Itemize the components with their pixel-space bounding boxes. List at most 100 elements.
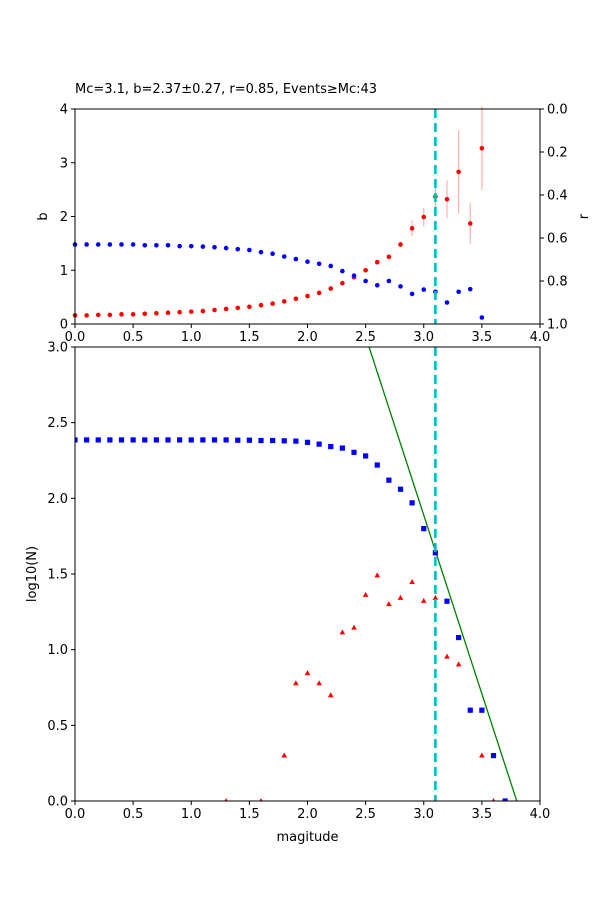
noncumulative-count-point xyxy=(259,798,263,801)
cumulative-count-point xyxy=(339,445,345,451)
r-value-point xyxy=(84,242,89,247)
b-value-point xyxy=(386,254,392,260)
cumulative-count-point xyxy=(211,437,218,443)
r-value-point xyxy=(479,315,485,320)
noncumulative-count-point xyxy=(374,572,381,578)
top-x-tick-label: 1.5 xyxy=(239,330,260,345)
b-value-point xyxy=(154,310,159,316)
cumulative-count-point xyxy=(467,707,473,713)
cumulative-count-point xyxy=(142,437,148,443)
top-left-y-tick-label: 4 xyxy=(60,103,68,118)
noncumulative-count-point xyxy=(432,594,439,600)
cumulative-count-point xyxy=(165,437,171,443)
b-value-point xyxy=(95,312,101,318)
cumulative-count-point xyxy=(374,462,380,468)
b-value-point xyxy=(305,293,310,299)
cumulative-count-point xyxy=(490,753,497,759)
top-right-ylabel: r xyxy=(577,213,592,219)
top-x-tick-label: 2.0 xyxy=(297,330,318,345)
noncumulative-count-point xyxy=(397,594,404,600)
r-value-point xyxy=(188,243,194,249)
b-value-point xyxy=(119,312,124,317)
cumulative-count-point xyxy=(444,598,450,604)
cumulative-count-point xyxy=(502,798,508,801)
b-value-point xyxy=(398,242,403,247)
r-value-point xyxy=(177,243,182,249)
cumulative-count-point xyxy=(258,437,264,444)
cumulative-count-point xyxy=(95,437,101,443)
b-value-point xyxy=(177,309,182,315)
cumulative-count-point xyxy=(456,634,462,641)
cumulative-count-point xyxy=(246,437,252,443)
b-value-point xyxy=(270,301,275,306)
top-axes: 0.0 0.5 1.0 1.5 2.0 2.5 3.0 3.5 4.0 0 1 2 3 4 0.0 0.2 0.… xyxy=(60,103,568,346)
cumulative-count-point xyxy=(363,453,369,459)
b-value-point xyxy=(130,312,136,317)
cumulative-count-point xyxy=(432,550,438,556)
r-value-point xyxy=(95,242,101,247)
noncumulative-count-point xyxy=(455,661,462,667)
cumulative-count-point xyxy=(386,477,392,483)
r-value-point xyxy=(456,289,461,295)
b-value-point xyxy=(444,197,450,202)
bottom-x-tick-label: 0.0 xyxy=(65,807,86,822)
b-value-point xyxy=(456,169,461,175)
r-value-point xyxy=(363,278,368,284)
b-value-point xyxy=(340,280,345,286)
noncumulative-count-point xyxy=(351,624,357,630)
noncumulative-count-point xyxy=(386,601,392,607)
r-value-point xyxy=(247,247,252,253)
b-value-point xyxy=(281,299,287,304)
bottom-y-tick-label: 2.5 xyxy=(47,416,68,431)
r-value-point xyxy=(467,286,473,292)
bottom-y-tick-label: 3.0 xyxy=(47,341,68,356)
bottom-x-tick-label: 2.5 xyxy=(355,807,376,822)
b-value-point xyxy=(316,290,322,296)
noncumulative-count-point xyxy=(409,579,415,585)
r-value-point xyxy=(305,259,310,264)
r-value-point xyxy=(374,283,380,288)
r-value-point xyxy=(235,246,241,252)
b-value-panel: Mc=3.1, b=2.37±0.27, r=0.85, Events≥Mc:4… xyxy=(36,82,592,345)
r-value-point xyxy=(165,243,171,248)
bottom-axes: 0.0 0.5 1.0 1.5 2.0 2.5 3.0 3.5 4.0 0.0 0.5 1.0 1.5 2… xyxy=(47,341,550,823)
r-value-point xyxy=(270,251,275,256)
noncumulative-count-point xyxy=(316,680,322,686)
b-value-point xyxy=(84,313,89,318)
top-x-tick-label: 1.0 xyxy=(181,330,202,345)
noncumulative-count-point xyxy=(491,798,496,801)
bottom-x-tick-label: 1.0 xyxy=(181,807,202,822)
r-value-point xyxy=(409,291,415,297)
bottom-data-layer xyxy=(75,347,518,801)
bottom-y-tick-label: 0.5 xyxy=(47,719,68,734)
top-right-y-tick-label: 0.8 xyxy=(547,275,568,290)
r-value-point xyxy=(200,244,206,249)
bottom-x-tick-label: 2.0 xyxy=(297,807,318,822)
b-value-point xyxy=(409,226,415,231)
noncumulative-count-point xyxy=(281,752,288,758)
bottom-x-tick-label: 1.5 xyxy=(239,807,260,822)
top-x-tick-label: 0.0 xyxy=(65,330,86,345)
r-value-point xyxy=(340,268,345,274)
r-value-point xyxy=(130,242,136,247)
bottom-y-tick-label: 2.0 xyxy=(47,492,68,507)
bottom-ylabel: log10(N) xyxy=(25,546,40,602)
r-value-point xyxy=(293,256,299,262)
b-value-point xyxy=(479,145,485,151)
b-value-point xyxy=(374,259,380,265)
b-value-point xyxy=(258,302,264,308)
top-right-y-tick-label: 0.6 xyxy=(547,232,568,247)
b-value-point xyxy=(328,286,334,291)
r-value-point xyxy=(223,245,229,251)
b-value-point xyxy=(200,308,206,314)
r-value-point xyxy=(258,249,264,255)
bottom-y-tick-label: 1.5 xyxy=(47,568,68,583)
cumulative-count-point xyxy=(409,500,415,506)
b-value-point xyxy=(142,311,148,317)
top-x-tick-label: 2.5 xyxy=(355,330,376,345)
b-value-point xyxy=(467,221,473,226)
cumulative-count-point xyxy=(130,437,136,443)
r-value-point xyxy=(444,300,450,305)
